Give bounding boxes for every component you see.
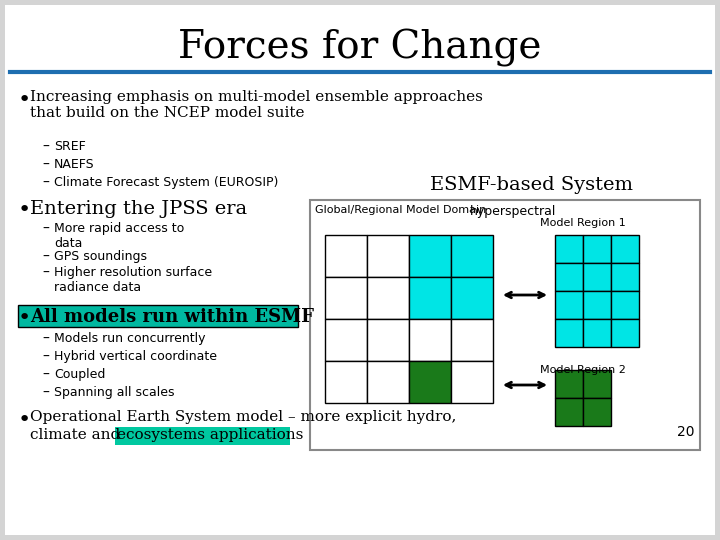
Text: NAEFS: NAEFS xyxy=(54,158,94,171)
Bar xyxy=(555,235,583,263)
Text: ESMF-based System: ESMF-based System xyxy=(430,176,633,194)
Text: –: – xyxy=(42,250,49,264)
Bar xyxy=(583,398,611,426)
Bar xyxy=(611,291,639,319)
Bar xyxy=(451,277,493,319)
Text: –: – xyxy=(42,332,49,346)
Bar xyxy=(115,427,290,445)
Text: Hybrid vertical coordinate: Hybrid vertical coordinate xyxy=(54,350,217,363)
Text: –: – xyxy=(42,368,49,382)
Text: –: – xyxy=(42,176,49,190)
Text: Climate Forecast System (EUROSIP): Climate Forecast System (EUROSIP) xyxy=(54,176,279,189)
Bar xyxy=(451,319,493,361)
Bar xyxy=(409,235,451,277)
Bar xyxy=(367,319,409,361)
Bar xyxy=(310,200,700,450)
Text: ecosystems applications: ecosystems applications xyxy=(117,428,303,442)
Bar xyxy=(583,370,611,398)
Bar xyxy=(583,319,611,347)
Text: Model Region 1: Model Region 1 xyxy=(540,218,626,228)
Text: More rapid access to
data: More rapid access to data xyxy=(54,222,184,250)
Bar xyxy=(611,263,639,291)
Text: hyperspectral: hyperspectral xyxy=(470,205,557,218)
Text: Model Region 2: Model Region 2 xyxy=(540,365,626,375)
Bar xyxy=(451,235,493,277)
Bar xyxy=(583,263,611,291)
Bar xyxy=(409,361,451,403)
Text: Increasing emphasis on multi-model ensemble approaches
that build on the NCEP mo: Increasing emphasis on multi-model ensem… xyxy=(30,90,483,120)
Bar xyxy=(555,398,583,426)
Text: –: – xyxy=(42,266,49,280)
Bar xyxy=(325,277,367,319)
Text: –: – xyxy=(42,350,49,364)
Text: Models run concurrently: Models run concurrently xyxy=(54,332,205,345)
Bar xyxy=(367,235,409,277)
Text: –: – xyxy=(42,158,49,172)
Bar xyxy=(611,235,639,263)
Bar xyxy=(325,235,367,277)
Text: Global/Regional Model Domain: Global/Regional Model Domain xyxy=(315,205,486,215)
Text: –: – xyxy=(42,140,49,154)
Text: Operational Earth System model – more explicit hydro,: Operational Earth System model – more ex… xyxy=(30,410,456,424)
Bar xyxy=(555,263,583,291)
Bar xyxy=(555,370,583,398)
Bar xyxy=(583,291,611,319)
Bar xyxy=(409,277,451,319)
Bar xyxy=(555,319,583,347)
Bar xyxy=(325,361,367,403)
Text: Entering the JPSS era: Entering the JPSS era xyxy=(30,200,247,218)
Text: All models run within ESMF: All models run within ESMF xyxy=(30,308,314,326)
Bar xyxy=(367,277,409,319)
Text: –: – xyxy=(42,222,49,236)
Text: •: • xyxy=(18,308,31,328)
Bar xyxy=(18,305,298,327)
Bar xyxy=(451,361,493,403)
Text: •: • xyxy=(18,200,31,220)
Bar xyxy=(325,319,367,361)
Bar xyxy=(409,319,451,361)
Text: –: – xyxy=(42,386,49,400)
Text: 20: 20 xyxy=(678,425,695,439)
Text: climate and: climate and xyxy=(30,428,125,442)
Text: Forces for Change: Forces for Change xyxy=(179,29,541,67)
Bar xyxy=(611,319,639,347)
Text: Spanning all scales: Spanning all scales xyxy=(54,386,174,399)
Bar xyxy=(583,235,611,263)
Text: •: • xyxy=(18,90,31,110)
Text: GPS soundings: GPS soundings xyxy=(54,250,147,263)
Text: SREF: SREF xyxy=(54,140,86,153)
Text: Higher resolution surface
radiance data: Higher resolution surface radiance data xyxy=(54,266,212,294)
Text: •: • xyxy=(18,410,31,430)
Bar xyxy=(367,361,409,403)
Text: Coupled: Coupled xyxy=(54,368,105,381)
Bar xyxy=(555,291,583,319)
